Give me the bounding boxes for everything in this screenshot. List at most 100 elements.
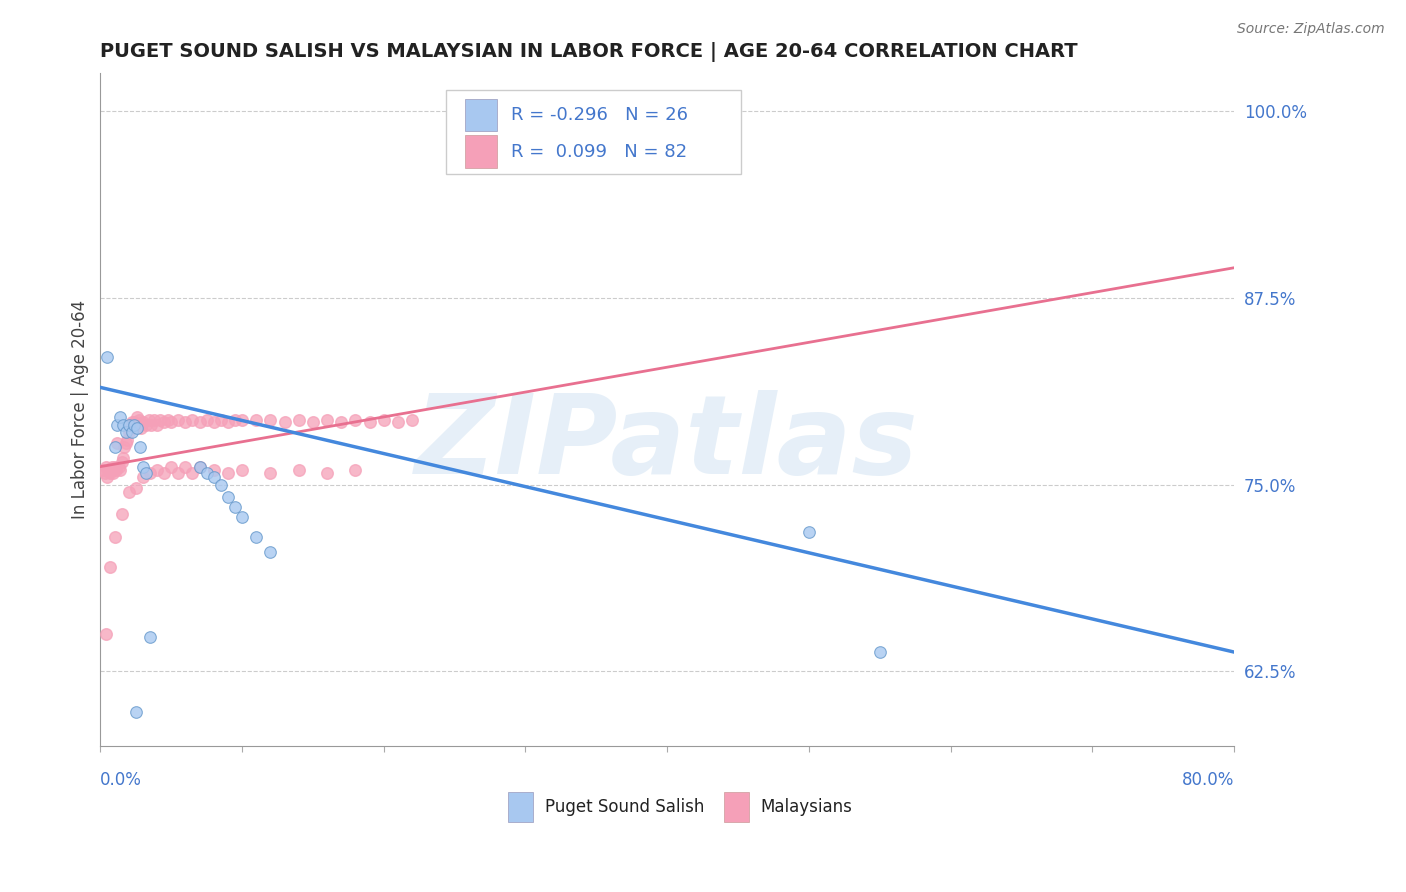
Point (273, 415, 295, 429)
Point (118, 417, 141, 432)
Text: Malaysians: Malaysians (761, 797, 852, 816)
Point (401, 413, 423, 427)
Text: Source: ZipAtlas.com: Source: ZipAtlas.com (1237, 22, 1385, 37)
Point (245, 530, 267, 544)
Point (231, 510, 253, 524)
Point (125, 705, 148, 719)
Point (209, 413, 232, 427)
Point (195, 413, 218, 427)
Point (167, 413, 190, 427)
Point (115, 425, 138, 440)
Point (188, 415, 211, 429)
Point (188, 459, 211, 474)
Point (110, 455, 132, 469)
Point (128, 413, 150, 427)
Point (141, 417, 163, 432)
Point (231, 413, 253, 427)
Point (98, 559, 121, 574)
FancyBboxPatch shape (724, 791, 749, 822)
Point (105, 435, 128, 450)
Point (111, 417, 134, 432)
Point (316, 413, 339, 427)
Point (122, 417, 145, 432)
Point (188, 459, 211, 474)
Point (160, 415, 183, 429)
FancyBboxPatch shape (446, 90, 741, 174)
Point (94, 627, 117, 641)
Point (316, 466, 339, 480)
Point (143, 413, 166, 427)
Point (181, 466, 204, 480)
Text: ZIPatlas: ZIPatlas (415, 390, 920, 497)
Point (217, 490, 239, 504)
Point (344, 462, 367, 476)
Point (96, 351, 118, 365)
Point (101, 466, 124, 480)
Point (129, 440, 152, 454)
Text: 80.0%: 80.0% (1181, 772, 1234, 789)
Point (231, 462, 253, 476)
Point (387, 415, 409, 429)
Point (117, 433, 139, 447)
Point (245, 413, 267, 427)
FancyBboxPatch shape (465, 136, 498, 168)
Point (181, 413, 204, 427)
Point (120, 421, 142, 435)
Point (125, 481, 148, 495)
Point (195, 466, 218, 480)
Point (110, 508, 132, 522)
Point (373, 413, 395, 427)
Point (146, 462, 169, 476)
Point (129, 417, 152, 432)
Text: PUGET SOUND SALISH VS MALAYSIAN IN LABOR FORCE | AGE 20-64 CORRELATION CHART: PUGET SOUND SALISH VS MALAYSIAN IN LABOR… (100, 42, 1078, 62)
Point (132, 459, 155, 474)
Point (103, 530, 125, 544)
Point (105, 417, 128, 432)
Y-axis label: In Labor Force | Age 20-64: In Labor Force | Age 20-64 (72, 301, 89, 519)
Point (125, 417, 148, 432)
Text: 0.0%: 0.0% (100, 772, 142, 789)
Point (96, 470, 118, 484)
Point (174, 459, 197, 474)
Point (174, 415, 197, 429)
Point (287, 413, 309, 427)
Point (797, 525, 820, 540)
Point (167, 466, 190, 480)
Point (124, 417, 146, 432)
Point (111, 450, 134, 465)
Point (139, 466, 162, 480)
Point (121, 415, 143, 429)
Point (127, 410, 149, 425)
Point (157, 413, 180, 427)
Point (287, 462, 309, 476)
Point (103, 459, 125, 474)
Point (209, 477, 232, 491)
Point (259, 413, 281, 427)
Point (127, 421, 149, 435)
Point (224, 413, 246, 427)
Point (108, 410, 131, 425)
Text: Puget Sound Salish: Puget Sound Salish (544, 797, 704, 816)
Point (98, 466, 121, 480)
Point (202, 462, 225, 476)
Point (330, 415, 353, 429)
Point (202, 470, 225, 484)
Point (114, 440, 136, 454)
Point (124, 415, 146, 429)
Point (139, 630, 162, 644)
Point (108, 462, 131, 476)
Point (202, 415, 225, 429)
Point (118, 485, 141, 500)
Point (131, 421, 153, 435)
Point (259, 545, 281, 559)
Point (135, 417, 157, 432)
Point (224, 500, 246, 514)
Point (100, 459, 122, 474)
Point (217, 466, 239, 480)
Point (259, 466, 281, 480)
Text: R =  0.099   N = 82: R = 0.099 N = 82 (510, 143, 686, 161)
Point (217, 415, 239, 429)
Point (132, 415, 155, 429)
Point (93, 466, 115, 480)
Point (344, 413, 367, 427)
